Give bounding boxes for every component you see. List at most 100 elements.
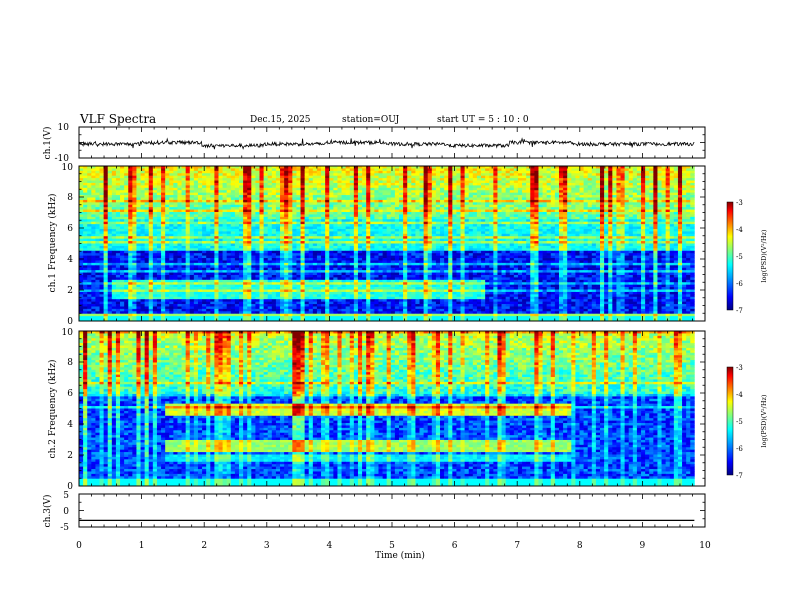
spectrogram-cell — [567, 229, 571, 232]
spectrogram-cell — [612, 227, 616, 230]
spectrogram-cell — [403, 200, 407, 203]
spectrogram-cell — [157, 212, 161, 215]
spectrogram-cell — [530, 188, 534, 191]
spectrogram-cell — [194, 193, 198, 196]
spectrogram-cell — [194, 176, 198, 179]
spectrogram-cell — [325, 176, 329, 179]
spectrogram-cell — [551, 231, 555, 234]
spectrogram-cell — [563, 217, 567, 220]
spectrogram-cell — [621, 227, 625, 230]
spectrogram-cell — [399, 200, 403, 203]
spectrogram-cell — [370, 173, 374, 176]
spectrogram-cell — [633, 178, 637, 181]
spectrogram-cell — [264, 178, 268, 181]
spectrogram-cell — [231, 183, 235, 186]
spectrogram-cell — [251, 188, 255, 191]
spectrogram-cell — [440, 173, 444, 176]
spectrogram-cell — [108, 181, 112, 184]
spectrogram-cell — [465, 173, 469, 176]
spectrogram-cell — [547, 231, 551, 234]
spectrogram-cell — [485, 231, 489, 234]
spectrogram-cell — [584, 197, 588, 200]
spectrogram-cell — [489, 222, 493, 225]
spectrogram-cell — [128, 217, 132, 220]
spectrogram-cell — [132, 246, 136, 249]
spectrogram-cell — [206, 244, 210, 247]
spectrogram-cell — [391, 214, 395, 217]
spectrogram-cell — [288, 202, 292, 205]
spectrogram-cell — [231, 202, 235, 205]
spectrogram-cell — [95, 246, 99, 249]
spectrogram-cell — [83, 217, 87, 220]
spectrogram-cell — [547, 239, 551, 242]
spectrogram-cell — [116, 185, 120, 188]
spectrogram-cell — [395, 202, 399, 205]
spectrogram-cell — [461, 214, 465, 217]
spectrogram-cell — [530, 183, 534, 186]
spectrogram-cell — [227, 244, 231, 247]
spectrogram-cell — [395, 217, 399, 220]
spectrogram-cell — [305, 212, 309, 215]
spectrogram-cell — [284, 193, 288, 196]
spectrogram-cell — [268, 188, 272, 191]
spectrogram-cell — [387, 195, 391, 198]
spectrogram-cell — [612, 207, 616, 210]
spectrogram-cell — [481, 181, 485, 184]
spectrogram-cell — [362, 181, 366, 184]
spectrogram-cell — [321, 197, 325, 200]
spectrogram-cell — [612, 195, 616, 198]
spectrogram-cell — [79, 197, 83, 200]
spectrogram-cell — [317, 234, 321, 237]
spectrogram-cell — [657, 222, 661, 225]
spectrogram-cell — [342, 244, 346, 247]
spectrogram-cell — [116, 239, 120, 242]
spectrogram-cell — [444, 183, 448, 186]
spectrogram-cell — [383, 239, 387, 242]
spectrogram-cell — [420, 227, 424, 230]
spectrogram-cell — [579, 241, 583, 244]
spectrogram-cell — [403, 229, 407, 232]
spectrogram-cell — [309, 241, 313, 244]
spectrogram-cell — [432, 181, 436, 184]
spectrogram-cell — [502, 244, 506, 247]
spectrogram-cell — [284, 168, 288, 171]
spectrogram-cell — [666, 214, 670, 217]
spectrogram-cell — [350, 168, 354, 171]
spectrogram-cell — [497, 197, 501, 200]
spectrogram-cell — [522, 173, 526, 176]
spectrogram-cell — [374, 207, 378, 210]
spectrogram-cell — [608, 241, 612, 244]
spectrogram-cell — [260, 227, 264, 230]
spectrogram-cell — [428, 207, 432, 210]
spectrogram-cell — [538, 229, 542, 232]
spectrogram-cell — [260, 210, 264, 213]
spectrogram-cell — [530, 239, 534, 242]
spectrogram-cell — [95, 193, 99, 196]
spectrogram-cell — [161, 229, 165, 232]
spectrogram-cell — [473, 195, 477, 198]
spectrogram-cell — [243, 219, 247, 222]
spectrogram-cell — [510, 229, 514, 232]
spectrogram-cell — [153, 171, 157, 174]
spectrogram-cell — [682, 202, 686, 205]
spectrogram-cell — [194, 217, 198, 220]
spectrogram-cell — [637, 188, 641, 191]
spectrogram-cell — [100, 190, 104, 193]
spectrogram-cell — [534, 207, 538, 210]
spectrogram-cell — [218, 205, 222, 208]
spectrogram-cell — [305, 234, 309, 237]
spectrogram-cell — [235, 244, 239, 247]
spectrogram-cell — [182, 202, 186, 205]
spectrogram-cell — [514, 210, 518, 213]
spectrogram-cell — [428, 239, 432, 242]
spectrogram-cell — [637, 219, 641, 222]
spectrogram-cell — [91, 222, 95, 225]
spectrogram-cell — [124, 183, 128, 186]
spectrogram-cell — [177, 236, 181, 239]
spectrogram-cell — [493, 222, 497, 225]
spectrogram-cell — [194, 197, 198, 200]
spectrogram-cell — [120, 171, 124, 174]
spectrogram-cell — [264, 241, 268, 244]
spectrogram-cell — [128, 219, 132, 222]
spectrogram-cell — [621, 190, 625, 193]
